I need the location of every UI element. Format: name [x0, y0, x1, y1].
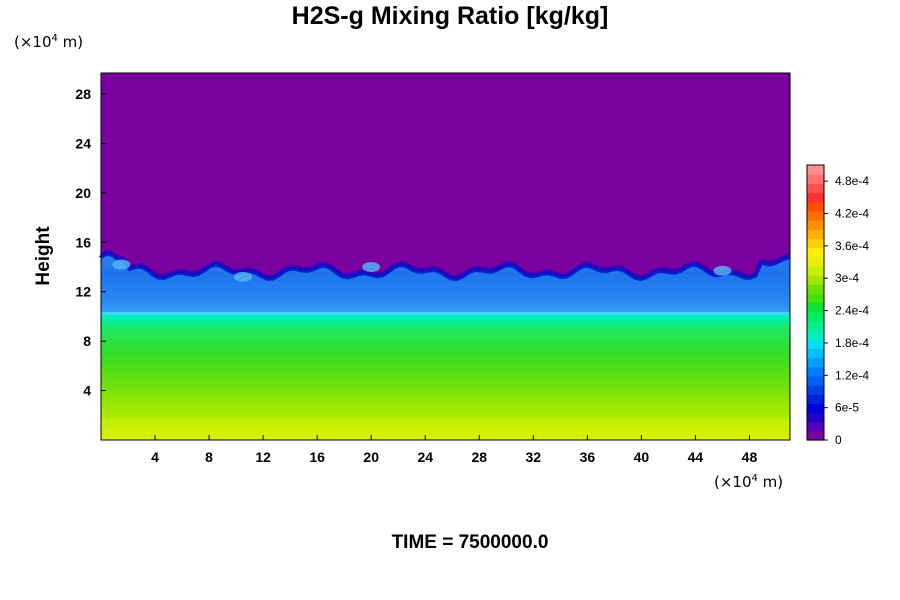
colorbar-tick-label: 4.8e-4: [835, 174, 869, 188]
colorbar-swatch: [807, 210, 824, 221]
x-tick-label: 4: [151, 449, 159, 465]
colorbar-swatch: [807, 247, 824, 258]
plot-frame: [100, 72, 791, 441]
colorbar-swatch: [807, 385, 824, 395]
x-tick-label: 36: [580, 449, 596, 465]
field-mixing-layer: [101, 253, 790, 314]
field-eddy: [233, 271, 252, 282]
y-axis: 4 8 12 16 20 24 28: [75, 86, 106, 399]
x-tick-label: 28: [471, 449, 487, 465]
colorbar-swatch: [807, 311, 824, 322]
colorbar-swatch: [807, 394, 824, 404]
colorbar-swatch: [807, 220, 824, 230]
x-tick-label: 16: [309, 449, 325, 465]
y-unit-label: (×104 m): [14, 33, 84, 51]
y-tick-label: 28: [75, 86, 91, 102]
x-unit-label: (×104 m): [714, 473, 784, 491]
colorbar-swatch: [807, 256, 824, 267]
x-tick-label: 12: [255, 449, 271, 465]
field-layer-edge: [99, 251, 791, 282]
colorbar-swatch: [807, 357, 824, 368]
colorbar-frame: [806, 164, 825, 441]
colorbar-swatch: [807, 348, 824, 359]
field-eddy: [112, 259, 131, 270]
x-tick-label: 40: [634, 449, 650, 465]
colorbar-swatch: [807, 421, 824, 432]
colorbar-swatch: [807, 201, 824, 212]
colorbar-tick-label: 6e-5: [835, 401, 859, 415]
y-tick-label: 12: [75, 284, 91, 300]
field-layer-edge-outer: [100, 249, 791, 278]
x-axis: 4 8 12 16 20 24 28 32 36 40 44 48: [151, 435, 757, 465]
colorbar-swatch: [807, 275, 824, 285]
colorbar-swatch: [807, 375, 824, 386]
colorbar-swatch: [807, 320, 824, 331]
colorbar-tick-label: 2.4e-4: [835, 304, 869, 318]
colorbar-swatch: [807, 229, 824, 239]
y-tick-label: 24: [75, 135, 91, 151]
colorbar-swatch: [807, 183, 824, 194]
colorbar-tick-label: 1.2e-4: [835, 368, 869, 382]
x-tick-label: 20: [363, 449, 379, 465]
colorbar-tick-label: 1.8e-4: [835, 336, 869, 350]
colorbar-swatch: [807, 174, 824, 184]
colorbar-swatch: [807, 192, 824, 203]
colorbar-swatch: [807, 412, 824, 423]
colorbar: 0 6e-5 1.2e-4 1.8e-4 2.4e-4 3e-4 3.6e-4 4.2e-4 4…: [806, 164, 869, 447]
plot-field: [99, 73, 791, 440]
field-eddy: [713, 265, 732, 276]
colorbar-swatch: [807, 293, 824, 304]
field-bottom-band: [101, 418, 790, 440]
colorbar-swatch: [807, 430, 824, 441]
colorbar-tick-label: 3.6e-4: [835, 239, 869, 253]
x-tick-label: 48: [742, 449, 758, 465]
x-tick-label: 24: [417, 449, 433, 465]
colorbar-swatch: [807, 302, 824, 313]
colorbar-tick-label: 3e-4: [835, 271, 859, 285]
y-axis-title: Height: [33, 226, 54, 286]
colorbar-tick-label: 0: [835, 433, 842, 447]
x-tick-label: 32: [526, 449, 542, 465]
y-tick-label: 20: [75, 185, 91, 201]
field-eddy: [362, 262, 381, 273]
x-tick-label: 8: [205, 449, 213, 465]
colorbar-swatch: [807, 165, 824, 175]
chart-title: H2S-g Mixing Ratio [kg/kg]: [291, 2, 609, 30]
colorbar-swatch: [807, 284, 824, 294]
colorbar-swatch: [807, 330, 824, 340]
colorbar-swatch: [807, 403, 824, 414]
colorbar-swatch: [807, 339, 824, 349]
colorbar-swatch: [807, 366, 824, 377]
y-tick-label: 4: [83, 383, 91, 399]
colorbar-tick-label: 4.2e-4: [835, 207, 869, 221]
time-label: TIME = 7500000.0: [391, 532, 549, 553]
x-tick-label: 44: [688, 449, 704, 465]
field-interface: [101, 311, 790, 315]
colorbar-swatch: [807, 238, 824, 249]
y-tick-label: 8: [83, 333, 91, 349]
colorbar-swatch: [807, 265, 824, 276]
y-tick-label: 16: [75, 234, 91, 250]
